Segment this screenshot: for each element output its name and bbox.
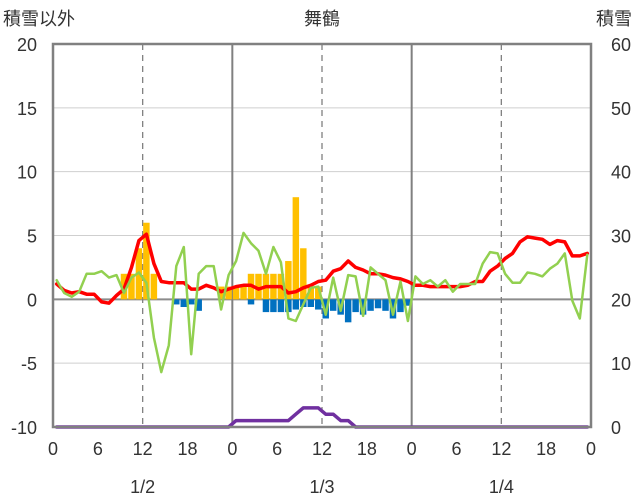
x-tick-label: 0 xyxy=(586,439,596,459)
x-tick-label: 18 xyxy=(536,439,556,459)
date-label: 1/2 xyxy=(130,477,155,497)
negative-bar xyxy=(285,299,292,313)
plot-border xyxy=(51,42,593,429)
negative-bar xyxy=(270,299,277,313)
precip-bar xyxy=(150,273,158,300)
precip-bar xyxy=(128,273,135,300)
x-tick-label: 12 xyxy=(312,439,332,459)
x-tick-label: 6 xyxy=(93,439,103,459)
x-tick-label: 18 xyxy=(177,439,197,459)
precip-bar xyxy=(232,286,240,300)
precip-bar xyxy=(225,286,232,300)
right-axis-label: 積雪 xyxy=(596,9,632,29)
right-tick-label: 60 xyxy=(611,35,631,55)
x-tick-label: 0 xyxy=(48,439,58,459)
negative-bar xyxy=(367,299,374,311)
precipitation-bars xyxy=(120,197,412,323)
negative-bar xyxy=(344,299,352,323)
negative-bar xyxy=(247,299,255,305)
snow-depth-line xyxy=(54,406,590,429)
right-tick-label: 30 xyxy=(611,227,631,247)
negative-bar xyxy=(262,299,270,313)
negative-bar xyxy=(173,299,180,305)
left-tick-label: -10 xyxy=(11,418,37,438)
left-tick-label: 20 xyxy=(17,35,37,55)
right-tick-label: 20 xyxy=(611,290,631,310)
right-tick-label: 40 xyxy=(611,163,631,183)
green-series-line xyxy=(55,231,589,374)
left-axis-label: 積雪以外 xyxy=(3,9,75,29)
right-tick-label: 0 xyxy=(611,418,621,438)
precip-bar xyxy=(315,286,322,300)
red-series-line xyxy=(54,232,590,305)
x-tick-label: 6 xyxy=(272,439,282,459)
x-tick-label: 6 xyxy=(451,439,461,459)
negative-bar xyxy=(329,299,337,311)
negative-bar xyxy=(374,299,382,309)
date-label: 1/3 xyxy=(309,477,334,497)
negative-bar xyxy=(352,299,359,313)
negative-bar xyxy=(292,299,300,310)
x-tick-label: 18 xyxy=(357,439,377,459)
grid xyxy=(53,43,591,428)
precip-bar xyxy=(307,286,315,300)
left-tick-label: -5 xyxy=(21,354,37,374)
negative-bar xyxy=(188,299,195,305)
precip-bar xyxy=(285,261,292,300)
precip-bar xyxy=(292,197,300,300)
negative-bar xyxy=(277,299,285,313)
precip-bar xyxy=(240,286,247,300)
negative-bar xyxy=(382,299,389,311)
date-label: 1/4 xyxy=(489,477,514,497)
right-tick-label: 10 xyxy=(611,354,631,374)
precip-bar xyxy=(143,222,150,300)
chart-title: 舞鶴 xyxy=(304,9,340,29)
negative-bar xyxy=(195,299,202,311)
left-tick-label: 5 xyxy=(27,227,37,247)
precip-bar xyxy=(255,273,262,300)
x-tick-label: 0 xyxy=(227,439,237,459)
precip-bar xyxy=(300,248,307,300)
negative-bar xyxy=(359,299,367,315)
negative-bar xyxy=(404,299,412,306)
x-tick-label: 0 xyxy=(407,439,417,459)
x-tick-label: 12 xyxy=(491,439,511,459)
left-tick-label: 0 xyxy=(27,290,37,310)
x-tick-label: 12 xyxy=(133,439,153,459)
plot-frame xyxy=(51,42,593,429)
negative-bar xyxy=(307,299,315,307)
negative-bar xyxy=(180,299,187,307)
right-tick-label: 50 xyxy=(611,99,631,119)
negative-bar xyxy=(397,299,404,313)
negative-bar xyxy=(315,299,322,310)
left-tick-label: 10 xyxy=(17,163,37,183)
left-tick-label: 15 xyxy=(17,99,37,119)
